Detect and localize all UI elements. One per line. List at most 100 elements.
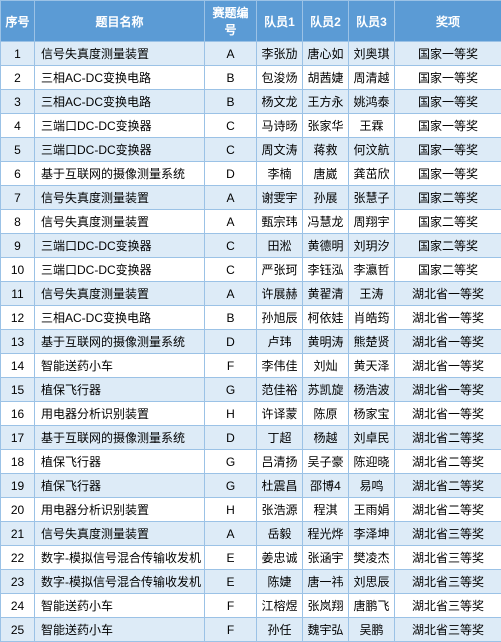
table-cell: 三相AC-DC变换电路 [35,90,205,114]
table-cell: 杨越 [303,426,349,450]
table-cell: 唐鹏飞 [349,594,395,618]
table-row: 5三端口DC-DC变换器C周文涛蒋救何汶航国家一等奖 [1,138,501,162]
table-cell: 黄天泽 [349,354,395,378]
table-cell: 刘卓民 [349,426,395,450]
table-cell: 基于互联网的摄像测量系统 [35,162,205,186]
table-cell: 湖北省三等奖 [395,570,501,594]
table-cell: 三相AC-DC变换电路 [35,306,205,330]
table-cell: F [205,594,257,618]
table-cell: 唐崴 [303,162,349,186]
col-header-m3: 队员3 [349,1,395,42]
table-cell: 信号失真度测量装置 [35,282,205,306]
table-row: 10三端口DC-DC变换器C严张珂李钰泓李瀛哲国家二等奖 [1,258,501,282]
table-header-row: 序号 题目名称 赛题编号 队员1 队员2 队员3 奖项 [1,1,501,42]
table-cell: 苏凯旋 [303,378,349,402]
table-cell: 程淇 [303,498,349,522]
table-cell: 丁超 [257,426,303,450]
table-cell: 11 [1,282,35,306]
table-row: 8信号失真度测量装置A甄宗玮冯慧龙周翔宇国家二等奖 [1,210,501,234]
table-cell: G [205,378,257,402]
table-cell: 樊凌杰 [349,546,395,570]
table-cell: 姚鸿泰 [349,90,395,114]
table-cell: 信号失真度测量装置 [35,522,205,546]
table-cell: 9 [1,234,35,258]
table-cell: 信号失真度测量装置 [35,186,205,210]
table-cell: 胡茜婕 [303,66,349,90]
table-cell: 7 [1,186,35,210]
table-row: 24智能送药小车F江榕煜张岚翔唐鹏飞湖北省三等奖 [1,594,501,618]
table-cell: 陈婕 [257,570,303,594]
table-cell: 湖北省一等奖 [395,306,501,330]
table-cell: 基于互联网的摄像测量系统 [35,426,205,450]
table-row: 25智能送药小车F孙任魏宇弘吴鹏湖北省三等奖 [1,618,501,642]
table-cell: 何汶航 [349,138,395,162]
table-cell: 4 [1,114,35,138]
table-cell: 湖北省一等奖 [395,402,501,426]
table-cell: 柯依娃 [303,306,349,330]
table-cell: 三端口DC-DC变换器 [35,234,205,258]
col-header-code: 赛题编号 [205,1,257,42]
table-cell: A [205,186,257,210]
table-cell: 12 [1,306,35,330]
table-row: 14智能送药小车F李伟佳刘灿黄天泽湖北省一等奖 [1,354,501,378]
table-cell: 三端口DC-DC变换器 [35,114,205,138]
table-cell: 刘灿 [303,354,349,378]
table-cell: 张慧子 [349,186,395,210]
table-cell: 孙任 [257,618,303,642]
table-row: 21信号失真度测量装置A岳毅程光烨李泽坤湖北省三等奖 [1,522,501,546]
table-cell: 周清越 [349,66,395,90]
table-row: 20用电器分析识别装置H张浩源程淇王雨娟湖北省二等奖 [1,498,501,522]
table-row: 3三相AC-DC变换电路B杨文龙王方永姚鸿泰国家一等奖 [1,90,501,114]
table-cell: 周文涛 [257,138,303,162]
table-cell: D [205,426,257,450]
table-row: 12三相AC-DC变换电路B孙旭辰柯依娃肖皓筠湖北省一等奖 [1,306,501,330]
table-cell: 湖北省三等奖 [395,546,501,570]
table-cell: 刘奥琪 [349,42,395,66]
table-cell: D [205,330,257,354]
table-row: 15植保飞行器G范佳裕苏凯旋杨浩波湖北省一等奖 [1,378,501,402]
col-header-award: 奖项 [395,1,501,42]
table-cell: 张家华 [303,114,349,138]
table-cell: 王霖 [349,114,395,138]
table-row: 19植保飞行器G杜震昌邵博4易鸣湖北省二等奖 [1,474,501,498]
table-cell: 三端口DC-DC变换器 [35,138,205,162]
table-cell: G [205,474,257,498]
table-cell: 湖北省一等奖 [395,354,501,378]
table-cell: 三相AC-DC变换电路 [35,66,205,90]
table-cell: 孙旭辰 [257,306,303,330]
table-cell: C [205,138,257,162]
table-row: 2三相AC-DC变换电路B包浚炀胡茜婕周清越国家一等奖 [1,66,501,90]
table-cell: 植保飞行器 [35,474,205,498]
table-cell: 19 [1,474,35,498]
table-cell: C [205,114,257,138]
table-cell: 国家一等奖 [395,42,501,66]
table-row: 9三端口DC-DC变换器C田淞黄德明刘玥汐国家二等奖 [1,234,501,258]
table-cell: 邵博4 [303,474,349,498]
table-cell: 湖北省三等奖 [395,522,501,546]
table-cell: 用电器分析识别装置 [35,402,205,426]
table-cell: 姜忠诚 [257,546,303,570]
table-cell: 李伟佳 [257,354,303,378]
col-header-m1: 队员1 [257,1,303,42]
table-cell: B [205,66,257,90]
table-cell: 杨家宝 [349,402,395,426]
table-row: 22数字-模拟信号混合传输收发机E姜忠诚张涵宇樊凌杰湖北省三等奖 [1,546,501,570]
table-cell: 张浩源 [257,498,303,522]
table-cell: 13 [1,330,35,354]
table-cell: 唐心如 [303,42,349,66]
table-cell: 甄宗玮 [257,210,303,234]
table-cell: 李钰泓 [303,258,349,282]
table-cell: 23 [1,570,35,594]
table-row: 16用电器分析识别装置H许译蒙陈原杨家宝湖北省一等奖 [1,402,501,426]
table-cell: 国家一等奖 [395,90,501,114]
table-cell: 马诗旸 [257,114,303,138]
table-cell: 李泽坤 [349,522,395,546]
table-cell: 孙展 [303,186,349,210]
table-cell: 数字-模拟信号混合传输收发机 [35,546,205,570]
table-cell: B [205,90,257,114]
table-cell: 吴子豪 [303,450,349,474]
table-row: 7信号失真度测量装置A谢雯宇孙展张慧子国家二等奖 [1,186,501,210]
table-cell: 基于互联网的摄像测量系统 [35,330,205,354]
table-cell: 湖北省三等奖 [395,594,501,618]
results-table: 序号 题目名称 赛题编号 队员1 队员2 队员3 奖项 1信号失真度测量装置A李… [0,0,501,642]
